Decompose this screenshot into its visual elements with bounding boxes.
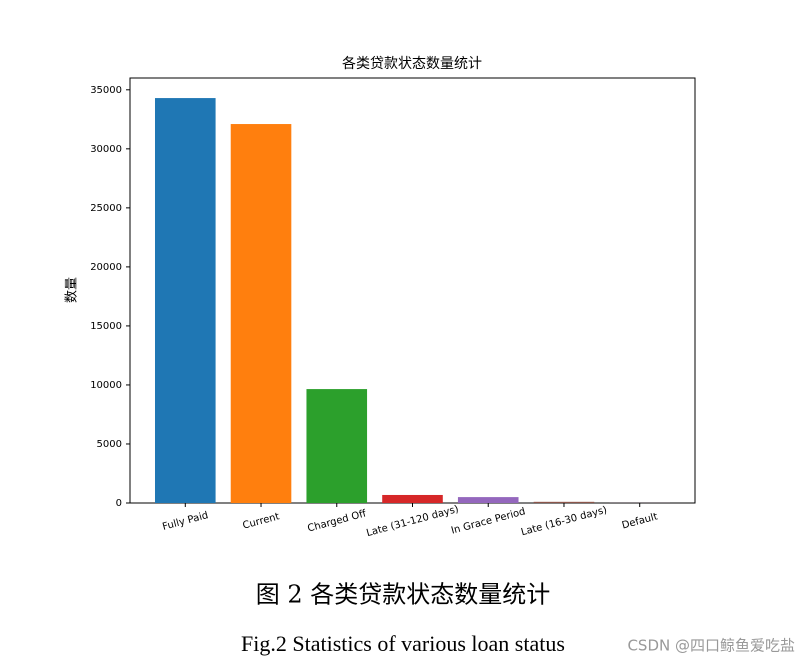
y-tick-label: 20000 <box>90 262 122 273</box>
y-tick-label: 30000 <box>90 144 122 155</box>
y-tick-label: 10000 <box>90 380 122 391</box>
x-tick-label: Fully Paid <box>161 510 209 533</box>
chart-title: 各类贷款状态数量统计 <box>342 56 482 72</box>
y-tick-label: 5000 <box>97 439 122 450</box>
x-tick-label: In Grace Period <box>450 506 527 536</box>
x-tick-label: Default <box>621 511 659 531</box>
x-tick-label: Charged Off <box>306 508 368 534</box>
watermark: CSDN @四口鲸鱼爱吃盐 <box>627 637 795 655</box>
bar <box>533 501 595 503</box>
y-tick-label: 35000 <box>90 85 122 96</box>
x-tick-label: Late (16-30 days) <box>520 505 609 539</box>
y-tick-label: 15000 <box>90 321 122 332</box>
caption-en: Fig.2 Statistics of various loan status <box>241 631 565 656</box>
y-axis-label: 数量 <box>65 277 80 303</box>
bar <box>306 389 368 503</box>
bar <box>457 497 519 503</box>
bar <box>230 124 292 504</box>
bar <box>382 494 443 503</box>
y-tick-label: 0 <box>116 498 122 509</box>
x-tick-label: Current <box>242 511 281 531</box>
caption-cn: 图 2 各类贷款状态数量统计 <box>256 581 551 609</box>
bar <box>154 98 216 503</box>
x-tick-label: Late (31-120 days) <box>365 504 460 539</box>
y-tick-label: 25000 <box>90 203 122 214</box>
